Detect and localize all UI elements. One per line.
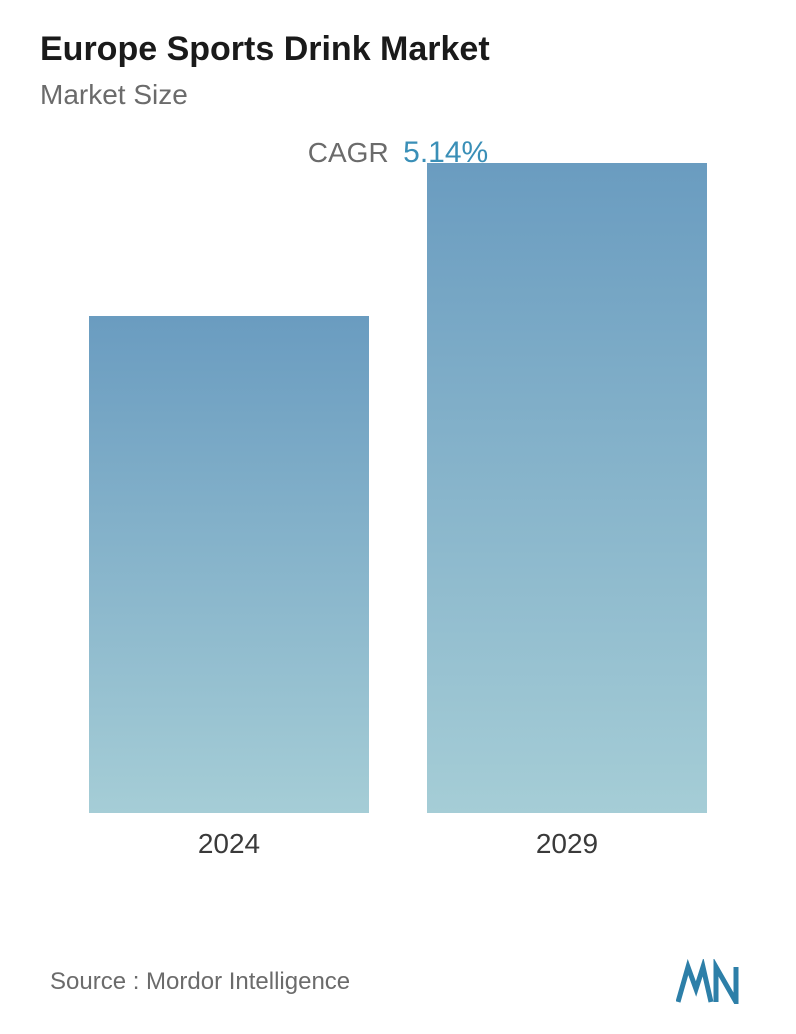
mn-logo-icon	[676, 959, 746, 1004]
cagr-label: CAGR	[308, 137, 389, 168]
bar-container-2024: 2024	[89, 316, 369, 860]
bar-2024	[89, 316, 369, 813]
bar-label-2024: 2024	[198, 828, 260, 860]
page-subtitle: Market Size	[40, 79, 756, 111]
bar-label-2029: 2029	[536, 828, 598, 860]
bar-2029	[427, 163, 707, 813]
page-title: Europe Sports Drink Market	[40, 30, 756, 69]
bar-container-2029: 2029	[427, 163, 707, 860]
footer: Source : Mordor Intelligence	[50, 959, 746, 1004]
source-text: Source : Mordor Intelligence	[50, 968, 350, 996]
bar-chart: 2024 2029	[40, 210, 756, 860]
